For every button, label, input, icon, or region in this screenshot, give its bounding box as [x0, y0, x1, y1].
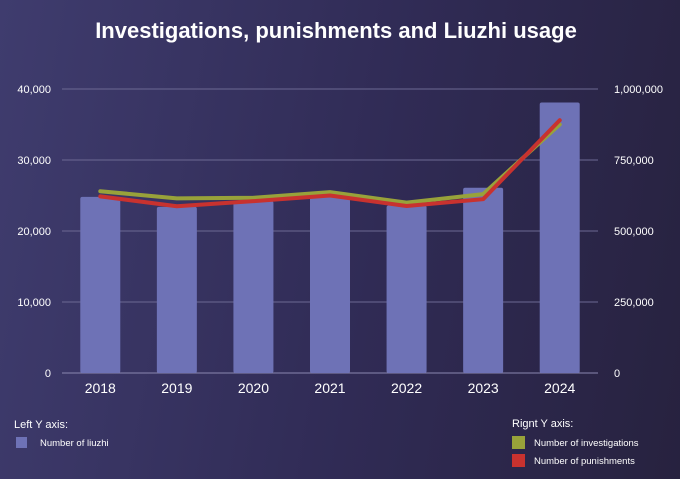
legend-swatch	[512, 454, 525, 467]
x-tick-label: 2020	[238, 380, 269, 396]
right-y-tick-label: 0	[614, 368, 620, 380]
bar	[156, 206, 197, 373]
left-y-tick-label: 20,000	[17, 226, 51, 238]
series-line	[98, 118, 562, 209]
legend-swatch	[16, 437, 27, 448]
x-tick-label: 2018	[85, 380, 116, 396]
legend-label: Number of liuzhi	[40, 438, 109, 449]
right-y-tick-label: 500,000	[614, 226, 654, 238]
left-y-tick-label: 0	[45, 368, 51, 380]
legend-swatch	[512, 436, 525, 449]
x-tick-label: 2021	[314, 380, 345, 396]
bar	[463, 187, 504, 373]
legend-label: Number of investigations	[534, 438, 639, 449]
right-y-tick-label: 250,000	[614, 297, 654, 309]
axes: 0 10,000 20,000 30,000 40,000 0 250,000 500,000…	[17, 84, 663, 396]
right-y-tick-label: 1,000,000	[614, 84, 663, 96]
left-y-tick-label: 10,000	[17, 297, 51, 309]
x-tick-label: 2024	[544, 380, 575, 396]
bar	[310, 196, 350, 373]
left-y-tick-label: 30,000	[17, 155, 51, 167]
x-tick-label: 2022	[391, 380, 422, 396]
left-y-tick-label: 40,000	[17, 84, 51, 96]
x-tick-label: 2019	[161, 380, 192, 396]
bar	[386, 205, 427, 373]
bars	[80, 102, 580, 374]
lines	[98, 118, 562, 209]
chart-title: Investigations, punishments and Liuzhi u…	[95, 18, 577, 43]
legend-left-heading: Left Y axis:	[14, 419, 68, 431]
bar	[539, 102, 580, 374]
right-y-tick-label: 750,000	[614, 155, 654, 167]
legend-label: Number of punishments	[534, 456, 635, 467]
legend-right-heading: Rignt Y axis:	[512, 418, 573, 430]
bar	[80, 196, 121, 373]
series-line	[98, 122, 562, 205]
bar	[233, 201, 274, 373]
legend: Left Y axis: Rignt Y axis: Number of liu…	[14, 418, 639, 467]
x-tick-label: 2023	[468, 380, 499, 396]
